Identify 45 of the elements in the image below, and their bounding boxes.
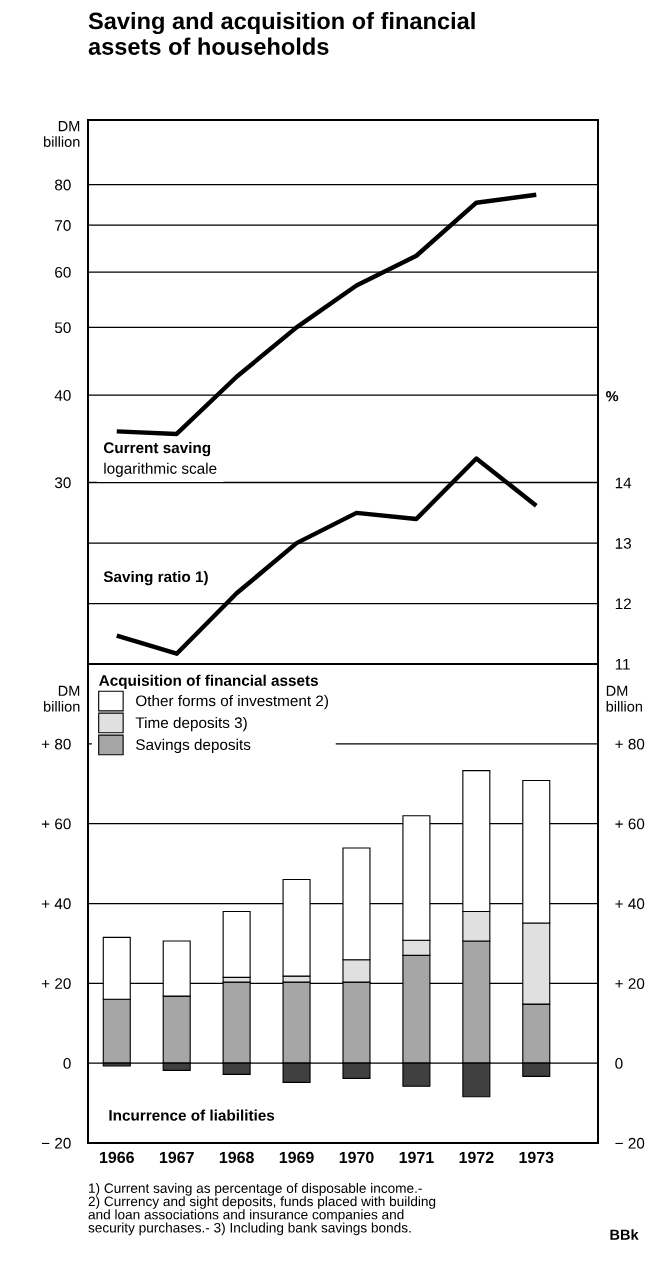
y2-tick-label: + 20 (615, 978, 645, 990)
legend-label: Savings deposits (136, 738, 251, 754)
x-tick-label: 1966 (100, 1151, 134, 1164)
annotation: Incurrence of liabilities (109, 1109, 275, 1121)
y2-tick-label: 13 (615, 537, 631, 549)
chart-title: Saving and acquisition of financial assets of households (88, 12, 475, 55)
y2-tick-label: + 40 (615, 898, 645, 910)
y2-tick-label: − 20 (615, 1137, 645, 1149)
x-tick-label: 1968 (219, 1151, 254, 1164)
text: BBk (610, 1229, 639, 1240)
legend-label: Time deposits 3) (135, 716, 247, 732)
text: 1) Current saving as percentage of disposable income.- 2) Currency and sight deposits, funds placed with building and loan associations and insurance companies and security purchases.- 3) Including bank savings bonds. (88, 1183, 436, 1236)
y2-tick-label: 0 (615, 1058, 623, 1069)
y2-tick-label: 12 (615, 598, 631, 610)
annotation: logarithmic scale (104, 462, 217, 477)
x-tick-label: 1970 (339, 1151, 374, 1164)
legend-title: Acquisition of financial assets (99, 674, 318, 689)
y-tick-label: + 40 (41, 898, 71, 910)
y-tick-label: 60 (55, 266, 71, 278)
y-tick-label: 40 (54, 390, 71, 401)
y-tick-label: 50 (54, 322, 71, 334)
y2-tick-label: 14 (615, 477, 632, 489)
y-axis-title: DM billion (44, 121, 80, 147)
y2-tick-label: 11 (615, 659, 630, 670)
y2-tick-label: + 80 (615, 738, 645, 750)
x-tick-label: 1972 (459, 1151, 494, 1164)
x-tick-label: 1967 (159, 1151, 194, 1164)
y-tick-label: + 20 (41, 978, 71, 990)
y-tick-label: 80 (55, 179, 71, 191)
series-label: Saving ratio 1) (103, 570, 208, 586)
y2-axis-title: DM billion (606, 685, 642, 712)
y-tick-label: + 80 (41, 738, 71, 750)
y-tick-label: 70 (55, 220, 71, 231)
y2-tick-label: + 60 (615, 818, 645, 830)
series-label: Current saving (103, 441, 211, 457)
x-tick-label: 1971 (399, 1151, 434, 1164)
y-tick-label: + 60 (41, 818, 71, 830)
y-axis-title: DM billion (44, 685, 80, 712)
x-tick-label: 1973 (519, 1151, 554, 1164)
y2-axis-title: % (606, 391, 619, 402)
y-tick-label: 30 (54, 477, 71, 489)
x-tick-label: 1969 (279, 1151, 314, 1164)
legend-label: Other forms of investment 2) (136, 694, 328, 710)
y-tick-label: − 20 (41, 1137, 71, 1149)
y-tick-label: 0 (63, 1058, 71, 1069)
